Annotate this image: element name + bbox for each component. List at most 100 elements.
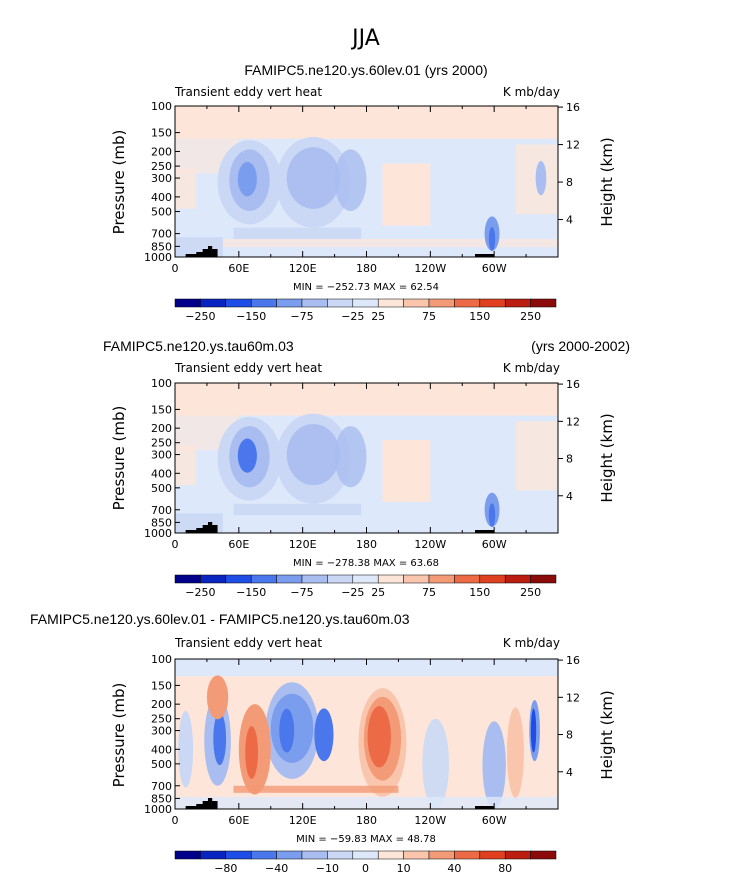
height-tick-label: 12 (566, 691, 580, 704)
pressure-tick-label: 500 (151, 482, 172, 495)
neg-core-120E-inner (286, 147, 340, 209)
terrain-mask (185, 798, 218, 809)
pressure-tick-label: 400 (151, 467, 172, 480)
colorbar-swatch (377, 298, 404, 308)
pressure-tick-label: 300 (151, 172, 172, 185)
positive-patch-west (175, 168, 197, 209)
colorbar-label: −10 (316, 862, 339, 875)
colorbar-swatch (352, 850, 379, 860)
pressure-tick-label: 150 (151, 127, 172, 140)
panel-2-field (175, 383, 558, 533)
lon-tick-label: 0 (172, 814, 179, 827)
neg-core-120E-inner (286, 423, 340, 486)
low-neg-band (233, 227, 362, 240)
lon-tick-label: 0 (172, 262, 179, 275)
pressure-tick-label: 850 (151, 516, 172, 529)
diff-pos-75E-core (245, 726, 258, 779)
lon-tick-label: 120W (414, 814, 446, 827)
colorbar-label: −75 (290, 586, 313, 599)
pressure-tick-label: 100 (151, 100, 172, 113)
terrain-mask (185, 246, 218, 257)
lon-tick-label: 120E (289, 538, 317, 551)
panel-3-stats: MIN = −59.83 MAX = 48.78 (296, 834, 436, 845)
pressure-tick-label: 300 (151, 449, 172, 462)
positive-patch-west (175, 445, 197, 486)
panel-1-title: FAMIPC5.ne120.ys.60lev.01 (yrs 2000) (244, 62, 487, 78)
colorbar-label: 250 (520, 310, 541, 323)
panel-3-ylabel-right: Height (km) (598, 690, 616, 779)
diff-neg-140E-core (314, 708, 334, 762)
lon-tick-label: 180 (356, 814, 377, 827)
panel-2-ylabel: Pressure (mb) (110, 406, 128, 511)
colorbar-swatch (377, 574, 404, 584)
pressure-tick-label: 200 (151, 145, 172, 158)
low-positive-band (175, 515, 558, 524)
colorbar-swatch (250, 298, 277, 308)
colorbar-label: −40 (265, 862, 288, 875)
panel-2-left-label: Transient eddy vert heat (174, 361, 322, 375)
colorbar-swatch (504, 850, 531, 860)
pressure-tick-label: 850 (151, 792, 172, 805)
lon-tick-label: 60E (228, 814, 249, 827)
panel-1-field (175, 106, 558, 257)
colorbar-swatch (174, 574, 201, 584)
lon-tick-label: 60W (482, 814, 507, 827)
colorbar-swatch (301, 850, 328, 860)
height-tick-label: 16 (566, 654, 580, 667)
colorbar-swatch (454, 574, 481, 584)
colorbar-swatch (225, 298, 252, 308)
page-title: JJA (350, 26, 380, 51)
height-tick-label: 8 (566, 729, 573, 742)
colorbar-label: 250 (520, 586, 541, 599)
colorbar-label: 25 (371, 310, 385, 323)
colorbar-swatch (403, 574, 430, 584)
height-tick-label: 16 (566, 101, 580, 114)
panel-1-ylabel: Pressure (mb) (110, 130, 128, 235)
lon-tick-label: 120E (289, 262, 317, 275)
colorbar-label: 150 (469, 586, 490, 599)
colorbar-label: 25 (371, 586, 385, 599)
colorbar-swatch (428, 298, 455, 308)
colorbar-swatch (530, 850, 557, 860)
colorbar-swatch (504, 298, 531, 308)
colorbar-swatch (428, 850, 455, 860)
colorbar-swatch (403, 298, 430, 308)
pressure-tick-label: 400 (151, 743, 172, 756)
diff-neg-60W (482, 721, 506, 809)
colorbar-swatch (352, 574, 379, 584)
panel-1-ylabel-right: Height (km) (598, 137, 616, 226)
colorbar-swatch (352, 298, 379, 308)
pressure-tick-label: 400 (151, 191, 172, 204)
colorbar-label: −80 (214, 862, 237, 875)
pressure-tick-label: 250 (151, 713, 172, 726)
colorbar-swatch (200, 850, 227, 860)
low-positive-band (175, 239, 558, 248)
colorbar-label: −150 (236, 586, 266, 599)
panel-2-title-right: (yrs 2000-2002) (531, 338, 630, 354)
colorbar-swatch (327, 298, 354, 308)
lon-tick-label: 60W (482, 538, 507, 551)
colorbar-swatch (225, 850, 252, 860)
terrain-mask (185, 522, 218, 533)
pressure-tick-label: 150 (151, 679, 172, 692)
neg-20W (535, 160, 547, 196)
height-tick-label: 4 (566, 490, 573, 503)
colorbar-swatch (479, 298, 506, 308)
colorbar-swatch (504, 574, 531, 584)
panel-3: FAMIPC5.ne120.ys.60lev.01 - FAMIPC5.ne12… (30, 611, 616, 875)
pressure-tick-label: 200 (151, 422, 172, 435)
pressure-tick-label: 100 (151, 653, 172, 666)
colorbar-swatch (327, 574, 354, 584)
colorbar-label: 40 (447, 862, 461, 875)
colorbar-label: −25 (341, 310, 364, 323)
colorbar-label: 75 (422, 586, 436, 599)
diff-neg-20W-core (530, 708, 537, 753)
mid-positive-patch (382, 163, 431, 226)
colorbar-swatch (276, 850, 303, 860)
terrain-mask-andes (475, 254, 495, 257)
neg-60W-core (488, 227, 496, 251)
colorbar-swatch (403, 850, 430, 860)
colorbar-swatch (250, 850, 277, 860)
